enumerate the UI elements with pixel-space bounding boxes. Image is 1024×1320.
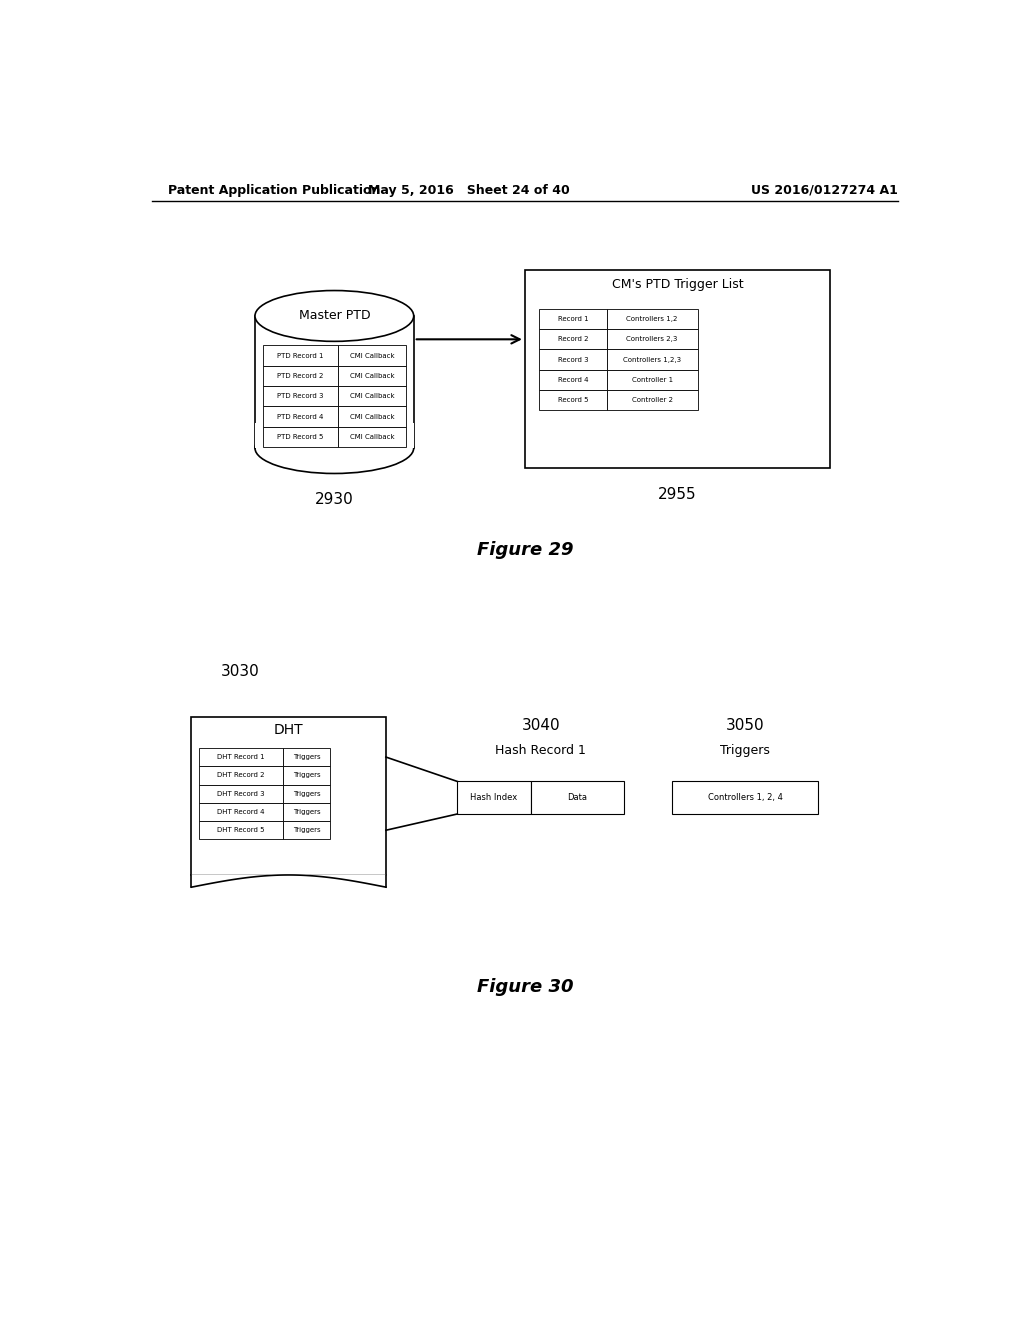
Bar (606, 350, 697, 370)
Bar (338, 346, 406, 366)
Bar (606, 370, 697, 391)
Bar (200, 803, 283, 821)
Text: DHT Record 5: DHT Record 5 (217, 828, 265, 833)
Text: PTD Record 4: PTD Record 4 (278, 413, 324, 420)
Text: Record 3: Record 3 (557, 356, 588, 363)
Bar (458, 781, 530, 814)
Text: 2930: 2930 (315, 492, 353, 507)
Ellipse shape (255, 422, 414, 474)
Text: Triggers: Triggers (293, 772, 321, 779)
Bar (539, 391, 606, 411)
Text: CMI Callback: CMI Callback (350, 413, 394, 420)
Text: DHT Record 1: DHT Record 1 (217, 754, 265, 760)
Text: PTD Record 5: PTD Record 5 (278, 434, 324, 440)
Text: CMI Callback: CMI Callback (350, 374, 394, 379)
Text: Triggers: Triggers (293, 828, 321, 833)
Text: CM's PTD Trigger List: CM's PTD Trigger List (611, 279, 743, 290)
Text: DHT Record 4: DHT Record 4 (217, 809, 265, 814)
Text: Hash Record 1: Hash Record 1 (496, 744, 586, 758)
Bar (200, 821, 283, 840)
Bar (255, 315, 414, 447)
Ellipse shape (255, 290, 414, 342)
Bar (283, 821, 331, 840)
Polygon shape (191, 875, 386, 887)
Bar (530, 781, 624, 814)
Text: Patent Application Publication: Patent Application Publication (168, 183, 380, 197)
Text: Controllers 2,3: Controllers 2,3 (627, 337, 678, 342)
Text: Data: Data (567, 793, 588, 803)
Text: CMI Callback: CMI Callback (350, 393, 394, 399)
Bar (338, 426, 406, 447)
Text: Figure 29: Figure 29 (476, 541, 573, 558)
Text: PTD Record 2: PTD Record 2 (278, 374, 324, 379)
Text: CMI Callback: CMI Callback (350, 352, 394, 359)
Bar (263, 426, 338, 447)
Text: Controllers 1,2: Controllers 1,2 (627, 315, 678, 322)
Text: Hash Index: Hash Index (470, 793, 518, 803)
Text: Controllers 1, 2, 4: Controllers 1, 2, 4 (708, 793, 782, 803)
Bar (539, 309, 606, 329)
Text: Record 1: Record 1 (557, 315, 588, 322)
Text: Triggers: Triggers (293, 809, 321, 814)
Bar (283, 803, 331, 821)
Text: CMI Callback: CMI Callback (350, 434, 394, 440)
Bar (672, 781, 818, 814)
Text: Triggers: Triggers (293, 791, 321, 797)
Bar (200, 784, 283, 803)
Text: May 5, 2016   Sheet 24 of 40: May 5, 2016 Sheet 24 of 40 (369, 183, 570, 197)
Text: Controller 2: Controller 2 (632, 397, 673, 404)
Bar (338, 385, 406, 407)
Text: DHT Record 2: DHT Record 2 (217, 772, 265, 779)
Text: 3040: 3040 (521, 718, 560, 733)
Bar (539, 370, 606, 391)
Text: Controllers 1,2,3: Controllers 1,2,3 (624, 356, 681, 363)
Bar (200, 766, 283, 784)
Bar (606, 309, 697, 329)
Bar (255, 422, 414, 447)
Text: Controller 1: Controller 1 (632, 378, 673, 383)
Text: PTD Record 1: PTD Record 1 (278, 352, 324, 359)
Text: Record 5: Record 5 (557, 397, 588, 404)
Text: Record 2: Record 2 (557, 337, 588, 342)
Text: US 2016/0127274 A1: US 2016/0127274 A1 (751, 183, 898, 197)
Bar (539, 329, 606, 350)
Bar (263, 346, 338, 366)
Bar (263, 407, 338, 426)
Text: Figure 30: Figure 30 (476, 978, 573, 995)
Bar (200, 748, 283, 766)
Bar (606, 329, 697, 350)
Bar (338, 407, 406, 426)
Bar (338, 366, 406, 385)
Text: 3050: 3050 (726, 718, 764, 733)
Bar (606, 391, 697, 411)
Text: Record 4: Record 4 (557, 378, 588, 383)
Bar (191, 718, 386, 875)
Text: 2955: 2955 (658, 487, 697, 502)
Text: Triggers: Triggers (720, 744, 770, 758)
Bar (524, 271, 830, 469)
Bar (283, 784, 331, 803)
Text: DHT Record 3: DHT Record 3 (217, 791, 265, 797)
Bar (539, 350, 606, 370)
Bar (263, 385, 338, 407)
Bar (283, 748, 331, 766)
Bar (263, 366, 338, 385)
Text: PTD Record 3: PTD Record 3 (278, 393, 324, 399)
Text: Master PTD: Master PTD (299, 309, 370, 322)
Text: DHT: DHT (273, 722, 303, 737)
Text: 3030: 3030 (221, 664, 259, 680)
Text: Triggers: Triggers (293, 754, 321, 760)
Bar (283, 766, 331, 784)
